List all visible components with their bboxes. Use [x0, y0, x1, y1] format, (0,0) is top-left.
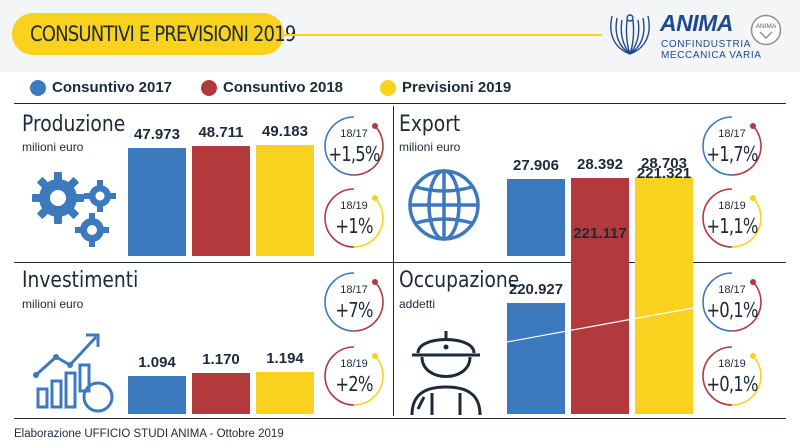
rule-middle	[14, 262, 786, 263]
page-title: CONSUNTIVI E PREVISIONI 2019	[30, 22, 296, 46]
change-circle-produzione-18-19: 18/19 +1%	[322, 186, 386, 250]
bar-value-investimenti-2018: 1.170	[202, 351, 240, 368]
bar-occupazione-2019	[635, 187, 693, 414]
change-period-label: 18/17	[718, 284, 746, 296]
panel-title-produzione: Produzione	[22, 112, 126, 137]
change-circle-occupazione-18-19: 18/19 +0,1%	[700, 344, 764, 408]
change-circle-export-18-17: 18/17 +1,7%	[700, 114, 764, 178]
bar-value-export-2017: 27.906	[513, 157, 559, 174]
change-value: +7%	[335, 298, 373, 322]
bar-value-investimenti-2017: 1.094	[138, 354, 176, 371]
panel-title-investimenti: Investimenti	[22, 268, 139, 293]
bar-produzione-2018	[192, 146, 250, 256]
rule-center	[393, 106, 394, 416]
legend-dot-2018	[201, 80, 217, 96]
panel-title-export: Export	[399, 112, 461, 137]
badge-text: ANIMA	[756, 23, 777, 30]
bar-value-export-2018: 28.392	[577, 156, 623, 173]
bar-investimenti-2017	[128, 376, 186, 414]
change-value: +2%	[335, 372, 373, 396]
change-value: +0,1%	[706, 372, 758, 396]
logo-subtitle-2: MECCANICA VARIA	[661, 50, 762, 61]
footer-credit: Elaborazione UFFICIO STUDI ANIMA - Ottob…	[14, 428, 284, 440]
bar-value-investimenti-2019: 1.194	[266, 350, 304, 367]
bar-export-2018	[571, 178, 629, 256]
change-value: +1,7%	[706, 142, 758, 166]
logo-name: ANIMA	[660, 10, 733, 36]
worker-icon	[410, 331, 482, 416]
gears-icon	[32, 172, 116, 247]
change-period-label: 18/17	[718, 128, 746, 140]
change-value: +1,5%	[328, 142, 380, 166]
bar-investimenti-2019	[256, 372, 314, 414]
occupazione-trend-line	[507, 307, 693, 343]
panel-subtitle-investimenti: milioni euro	[22, 297, 84, 311]
panel-subtitle-export: milioni euro	[399, 140, 461, 154]
change-circle-produzione-18-17: 18/17 +1,5%	[322, 114, 386, 178]
change-period-label: 18/19	[340, 358, 368, 370]
legend-label-2018: Consuntivo 2018	[223, 79, 344, 96]
change-value: +1%	[335, 214, 373, 238]
bar-export-2017	[507, 179, 565, 256]
globe-icon	[408, 169, 480, 241]
legend-label-2019: Previsioni 2019	[402, 79, 512, 96]
anima-badge-icon: ANIMA	[750, 14, 782, 46]
panel-subtitle-produzione: milioni euro	[22, 140, 84, 154]
change-period-label: 18/17	[340, 128, 368, 140]
bar-value-produzione-2017: 47.973	[134, 126, 180, 143]
logo-subtitle-1: CONFINDUSTRIA	[661, 39, 752, 50]
change-value: +1,1%	[706, 214, 758, 238]
anima-logo-mark-icon	[610, 14, 650, 55]
bar-value-occupazione-2019: 221.321	[636, 165, 692, 182]
change-period-label: 18/17	[340, 284, 368, 296]
bar-occupazione-2018	[571, 247, 629, 414]
change-period-label: 18/19	[340, 200, 368, 212]
change-value: +0,1%	[706, 298, 758, 322]
bar-produzione-2017	[128, 148, 186, 256]
legend-dot-2017	[30, 80, 46, 96]
change-circle-investimenti-18-17: 18/17 +7%	[322, 270, 386, 334]
growth-chart-icon	[33, 333, 114, 413]
bar-produzione-2019	[256, 145, 314, 256]
bar-investimenti-2018	[192, 373, 250, 414]
rule-bottom	[14, 418, 786, 419]
change-circle-export-18-19: 18/19 +1,1%	[700, 186, 764, 250]
panel-title-occupazione: Occupazione	[399, 268, 520, 293]
rule-top	[14, 103, 786, 104]
bar-value-produzione-2018: 48.711	[198, 124, 244, 141]
title-pill	[12, 13, 284, 55]
legend-label-2017: Consuntivo 2017	[52, 79, 173, 96]
change-period-label: 18/19	[718, 200, 746, 212]
bar-value-occupazione-2018: 221.117	[573, 225, 627, 242]
change-circle-investimenti-18-19: 18/19 +2%	[322, 344, 386, 408]
bar-occupazione-2017	[507, 303, 565, 414]
legend-dot-2019	[380, 80, 396, 96]
bar-value-export-2019: 28.703	[641, 155, 687, 172]
bar-value-produzione-2019: 49.183	[262, 123, 308, 140]
bar-value-occupazione-2017: 220.927	[508, 281, 564, 298]
change-circle-occupazione-18-17: 18/17 +0,1%	[700, 270, 764, 334]
panel-subtitle-occupazione: addetti	[399, 297, 436, 311]
change-period-label: 18/19	[718, 358, 746, 370]
title-underline	[284, 34, 602, 36]
